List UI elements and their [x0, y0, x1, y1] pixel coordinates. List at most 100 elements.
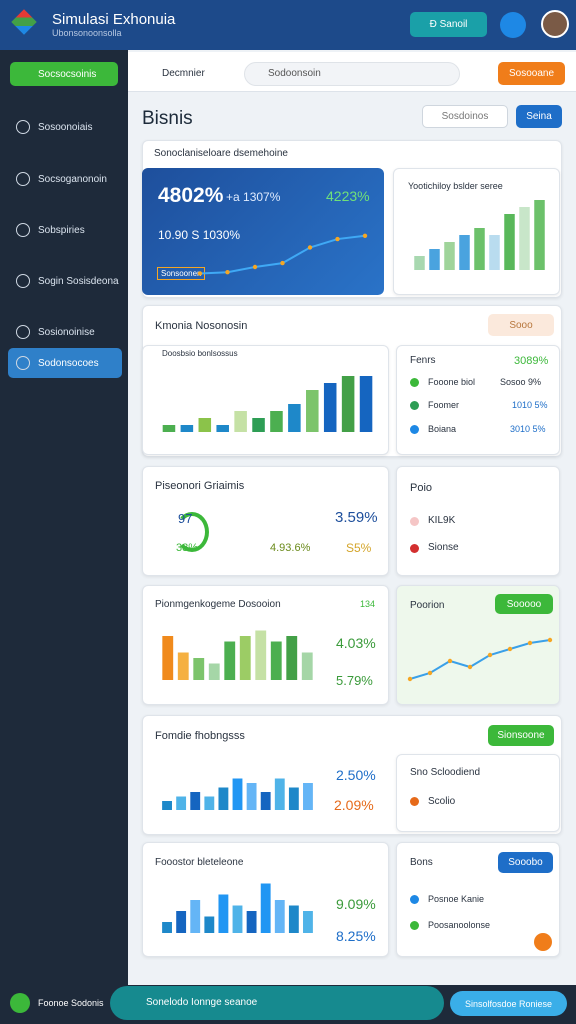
footer-label: Foonoe Sodonis [38, 998, 104, 1008]
row-label: Foomer [428, 400, 460, 410]
row-value: 3010 5% [510, 424, 546, 434]
kpi-delta: +a 1307% [226, 190, 281, 204]
bar [198, 418, 212, 432]
subcard-title: Bons [410, 857, 433, 868]
sidebar-primary[interactable]: Socsocsoinis [10, 62, 118, 86]
bar [218, 787, 229, 810]
card-title: Piseonori Griaimis [155, 480, 245, 492]
subcard-title: Yootichiloy bslder seree [408, 181, 503, 191]
row-label: Fooone biol [428, 377, 476, 387]
point [427, 670, 433, 676]
notifications[interactable] [500, 12, 526, 38]
footer-icon [10, 993, 30, 1013]
list-value: 3089% [514, 355, 549, 367]
nav-label: Sodonsocoes [38, 357, 99, 369]
footer-search[interactable] [110, 986, 444, 1020]
line [199, 234, 366, 275]
nav-item[interactable]: Sobspiries [8, 215, 122, 245]
kpi-panel [142, 168, 384, 295]
bar [204, 916, 215, 933]
subcard-title: Poorion [410, 600, 445, 611]
nav-item[interactable]: Sosoonoiais [8, 112, 122, 142]
bar [232, 905, 243, 933]
filter-dropdown[interactable]: Sosdoinos [422, 105, 508, 128]
bar [224, 641, 236, 680]
nav-label: Sosoonoiais [38, 121, 93, 133]
bar [323, 383, 337, 432]
nav-label: Socsoganonoin [38, 173, 107, 185]
nav-item[interactable]: Socsoganonoin [8, 164, 122, 194]
avatar[interactable] [541, 10, 569, 38]
bar [193, 658, 205, 680]
bar [204, 796, 215, 810]
card-button[interactable]: Sooooo [495, 594, 553, 614]
toolbar-button[interactable]: Sosooane [498, 62, 565, 85]
card-button[interactable]: Sionsoone [488, 725, 554, 746]
row-label: Scolio [428, 796, 456, 807]
point [307, 245, 313, 250]
bar [301, 652, 313, 680]
line-chart [407, 637, 553, 682]
point [197, 271, 203, 276]
bar [246, 911, 257, 933]
point [407, 676, 413, 682]
bar [260, 792, 271, 810]
kpi-big: 4802% [158, 184, 224, 207]
bar [288, 787, 299, 810]
point [547, 637, 553, 643]
card-button[interactable]: Sooobo [498, 852, 553, 873]
card-title: Pionmgenkogeme Dosooion [155, 599, 281, 610]
stat: 5.79% [336, 673, 373, 688]
gauge-sub: 33% [176, 542, 199, 554]
menu-dropdown[interactable]: Decmnier [162, 68, 205, 79]
card-title: Fomdie fhobngsss [155, 730, 245, 742]
list-title: Fenrs [410, 355, 436, 366]
card-title: Kmonia Nosonosin [155, 320, 248, 332]
status-dot [410, 895, 419, 904]
bar [190, 900, 201, 933]
bar-chart [162, 778, 313, 810]
nav-item-active[interactable]: Sodonsocoes [8, 348, 122, 378]
stat: 9.09% [336, 896, 376, 912]
status-dot [410, 544, 419, 553]
stat: 2.09% [334, 797, 374, 813]
search-box[interactable] [244, 62, 460, 86]
footer-search-text: Sonelodo Ionnge seanoe [146, 997, 258, 1008]
bar [303, 783, 313, 810]
gauge [175, 512, 209, 552]
bar-chart [162, 376, 373, 432]
bar [306, 390, 319, 432]
point [507, 646, 513, 652]
subcard [396, 466, 560, 576]
bar [190, 792, 201, 810]
nav-item[interactable]: Sogin Sosisdeona [8, 266, 122, 296]
bar [246, 783, 257, 810]
card-title: Fooostor bleteleone [155, 857, 244, 868]
bar [274, 900, 285, 933]
bar [474, 228, 485, 270]
card-button[interactable]: Sooo [488, 314, 554, 336]
nav-label: Sogin Sosisdeona [38, 275, 119, 287]
footer-button[interactable]: Sinsolfosdoe Roniese [450, 991, 567, 1016]
stat: S5% [346, 541, 372, 555]
bar [459, 235, 470, 270]
kpi-sub: 10.90 S 1030% [158, 228, 241, 242]
page-button[interactable]: Seina [516, 105, 562, 128]
stat: 3.59% [335, 509, 378, 526]
line [409, 639, 551, 680]
row-label: Boiana [428, 424, 457, 434]
point [252, 264, 258, 270]
bar-chart [162, 630, 313, 680]
stat: 8.25% [336, 928, 376, 944]
bar [176, 796, 187, 810]
status-dot [410, 797, 419, 806]
header-button[interactable]: Đ Sanoil [410, 12, 487, 37]
status-dot [410, 401, 419, 410]
nav-item[interactable]: Sosionoinise [8, 317, 122, 347]
bar [162, 636, 174, 680]
gauge-value: 97 [178, 511, 193, 526]
fab[interactable] [534, 933, 552, 951]
point [225, 270, 230, 275]
bar [444, 242, 455, 270]
